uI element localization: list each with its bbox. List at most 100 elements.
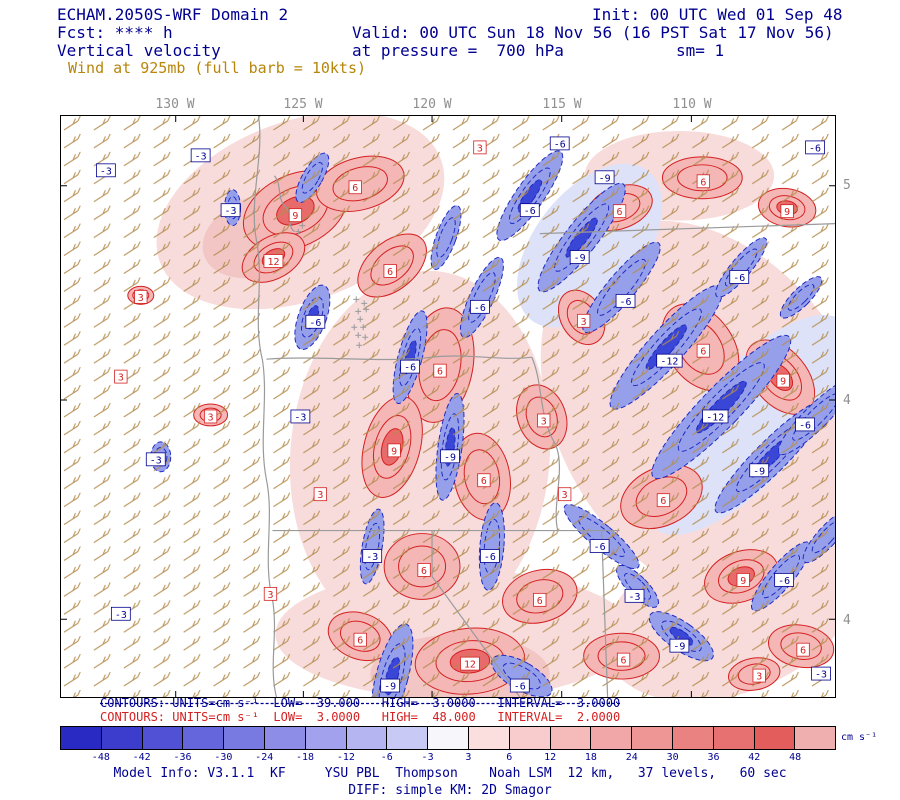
svg-text:9: 9 (780, 377, 786, 388)
svg-text:-6: -6 (733, 273, 745, 284)
svg-text:-3: -3 (629, 592, 641, 603)
colorbar (60, 726, 836, 750)
colorbar-tick: 24 (625, 752, 638, 763)
svg-text:9: 9 (391, 446, 397, 457)
svg-text:-12: -12 (660, 357, 678, 368)
svg-text:3: 3 (562, 490, 568, 501)
colorbar-segment (795, 727, 836, 749)
svg-text:3: 3 (267, 590, 273, 601)
colorbar-segment (61, 727, 102, 749)
contour-info-negative: CONTOURS: UNITS=cm s⁻¹ LOW= -39.000 HIGH… (100, 696, 621, 710)
svg-text:3: 3 (317, 490, 323, 501)
svg-text:6: 6 (357, 636, 363, 647)
svg-text:3: 3 (541, 416, 547, 427)
colorbar-tick: -12 (336, 752, 355, 763)
svg-text:-6: -6 (620, 297, 632, 308)
colorbar-segment (713, 727, 755, 749)
svg-text:3: 3 (118, 373, 124, 384)
colorbar-tick: 6 (506, 752, 513, 763)
colorbar-tick: -30 (214, 752, 233, 763)
svg-text:-6: -6 (484, 552, 496, 563)
colorbar-segment (591, 727, 633, 749)
svg-text:3: 3 (138, 293, 144, 304)
colorbar-tick: 42 (748, 752, 761, 763)
smoothing: sm= 1 (676, 41, 725, 60)
svg-text:-6: -6 (514, 682, 526, 693)
svg-text:3: 3 (477, 143, 483, 154)
svg-text:6: 6 (387, 267, 393, 278)
init-time: Init: 00 UTC Wed 01 Sep 48 (592, 5, 843, 24)
colorbar-segment (224, 727, 265, 749)
colorbar-tick: -18 (296, 752, 315, 763)
svg-text:-3: -3 (366, 552, 378, 563)
svg-text:6: 6 (421, 566, 427, 577)
wind-note: Wind at 925mb (full barb = 10kts) (68, 59, 367, 77)
svg-text:6: 6 (481, 476, 487, 487)
colorbar-ticks: -48 -42 -36 -30 -24 -18 -12 -6 -3 3 6 12 18 24 30 36 42 4… (60, 752, 836, 764)
colorbar-segment (428, 727, 469, 749)
svg-text:-3: -3 (225, 206, 237, 217)
svg-text:-6: -6 (309, 318, 321, 329)
svg-text:6: 6 (617, 207, 623, 218)
colorbar-segment (672, 727, 714, 749)
svg-text:3: 3 (581, 317, 587, 328)
colorbar-segment (101, 727, 143, 749)
svg-text:3: 3 (756, 672, 762, 683)
colorbar-segment (183, 727, 225, 749)
longitude-labels: 130 W 125 W 120 W 115 W 110 W (60, 97, 836, 112)
svg-text:-3: -3 (815, 670, 827, 681)
contour-info-positive: CONTOURS: UNITS=cm s⁻¹ LOW= 3.0000 HIGH=… (100, 710, 621, 724)
lon-label: 125 W (283, 97, 323, 112)
colorbar-tick: -48 (91, 752, 110, 763)
lat-label: 5 (843, 178, 851, 193)
svg-text:-3: -3 (115, 610, 127, 621)
svg-text:-6: -6 (554, 139, 566, 150)
svg-text:6: 6 (800, 646, 806, 657)
pressure-level: at pressure = 700 hPa (352, 41, 564, 60)
svg-text:6: 6 (537, 596, 543, 607)
colorbar-tick: -36 (173, 752, 192, 763)
svg-text:-3: -3 (100, 166, 112, 177)
model-title: ECHAM.2050S-WRF Domain 2 (57, 5, 289, 24)
colorbar-tick: 18 (584, 752, 597, 763)
svg-text:-6: -6 (524, 206, 536, 217)
colorbar-units: cm s⁻¹ (841, 732, 878, 743)
svg-text:-6: -6 (809, 143, 821, 154)
svg-text:6: 6 (700, 347, 706, 358)
contour-labels: -3 -3 -6 -9 -6 -9 -6 -12 -12 -9 -6 -6 -6 -9 -6 -9 -3 -6 -6… (96, 136, 831, 693)
wind-barb-field (61, 116, 835, 697)
svg-text:6: 6 (352, 183, 358, 194)
svg-text:6: 6 (700, 177, 706, 188)
colorbar-tick: 30 (666, 752, 679, 763)
svg-text:-12: -12 (706, 412, 724, 423)
svg-text:-9: -9 (673, 642, 685, 653)
colorbar-tick: 36 (707, 752, 720, 763)
map-svg: -3 -3 -6 -9 -6 -9 -6 -12 -12 -9 -6 -6 -6 -9 -6 -9 -3 -6 -6… (61, 116, 835, 697)
lat-label: 4 (843, 393, 851, 408)
svg-text:-3: -3 (195, 151, 207, 162)
colorbar-segment (550, 727, 592, 749)
colorbar-segment (387, 727, 429, 749)
svg-text:-9: -9 (599, 173, 611, 184)
colorbar-segment (264, 727, 306, 749)
svg-text:-6: -6 (404, 363, 416, 374)
model-info-line: Model Info: V3.1.1 KF YSU PBL Thompson N… (113, 766, 787, 781)
svg-text:-6: -6 (474, 303, 486, 314)
colorbar-tick: 48 (789, 752, 802, 763)
lon-label: 120 W (412, 97, 452, 112)
lon-label: 130 W (155, 97, 195, 112)
latitude-labels: 5 4 4 (843, 115, 863, 698)
svg-text:-6: -6 (594, 542, 606, 553)
svg-text:12: 12 (464, 660, 476, 671)
map-frame: -3 -3 -6 -9 -6 -9 -6 -12 -12 -9 -6 -6 -6 -9 -6 -9 -3 -6 -6… (60, 115, 836, 698)
svg-text:6: 6 (437, 367, 443, 378)
field-name: Vertical velocity (57, 41, 221, 60)
svg-text:12: 12 (267, 257, 279, 268)
svg-text:-9: -9 (444, 452, 456, 463)
colorbar-segment (632, 727, 673, 749)
svg-text:-9: -9 (574, 253, 586, 264)
frame-ticks (61, 116, 835, 697)
svg-text:3: 3 (208, 412, 214, 423)
lon-label: 115 W (542, 97, 582, 112)
